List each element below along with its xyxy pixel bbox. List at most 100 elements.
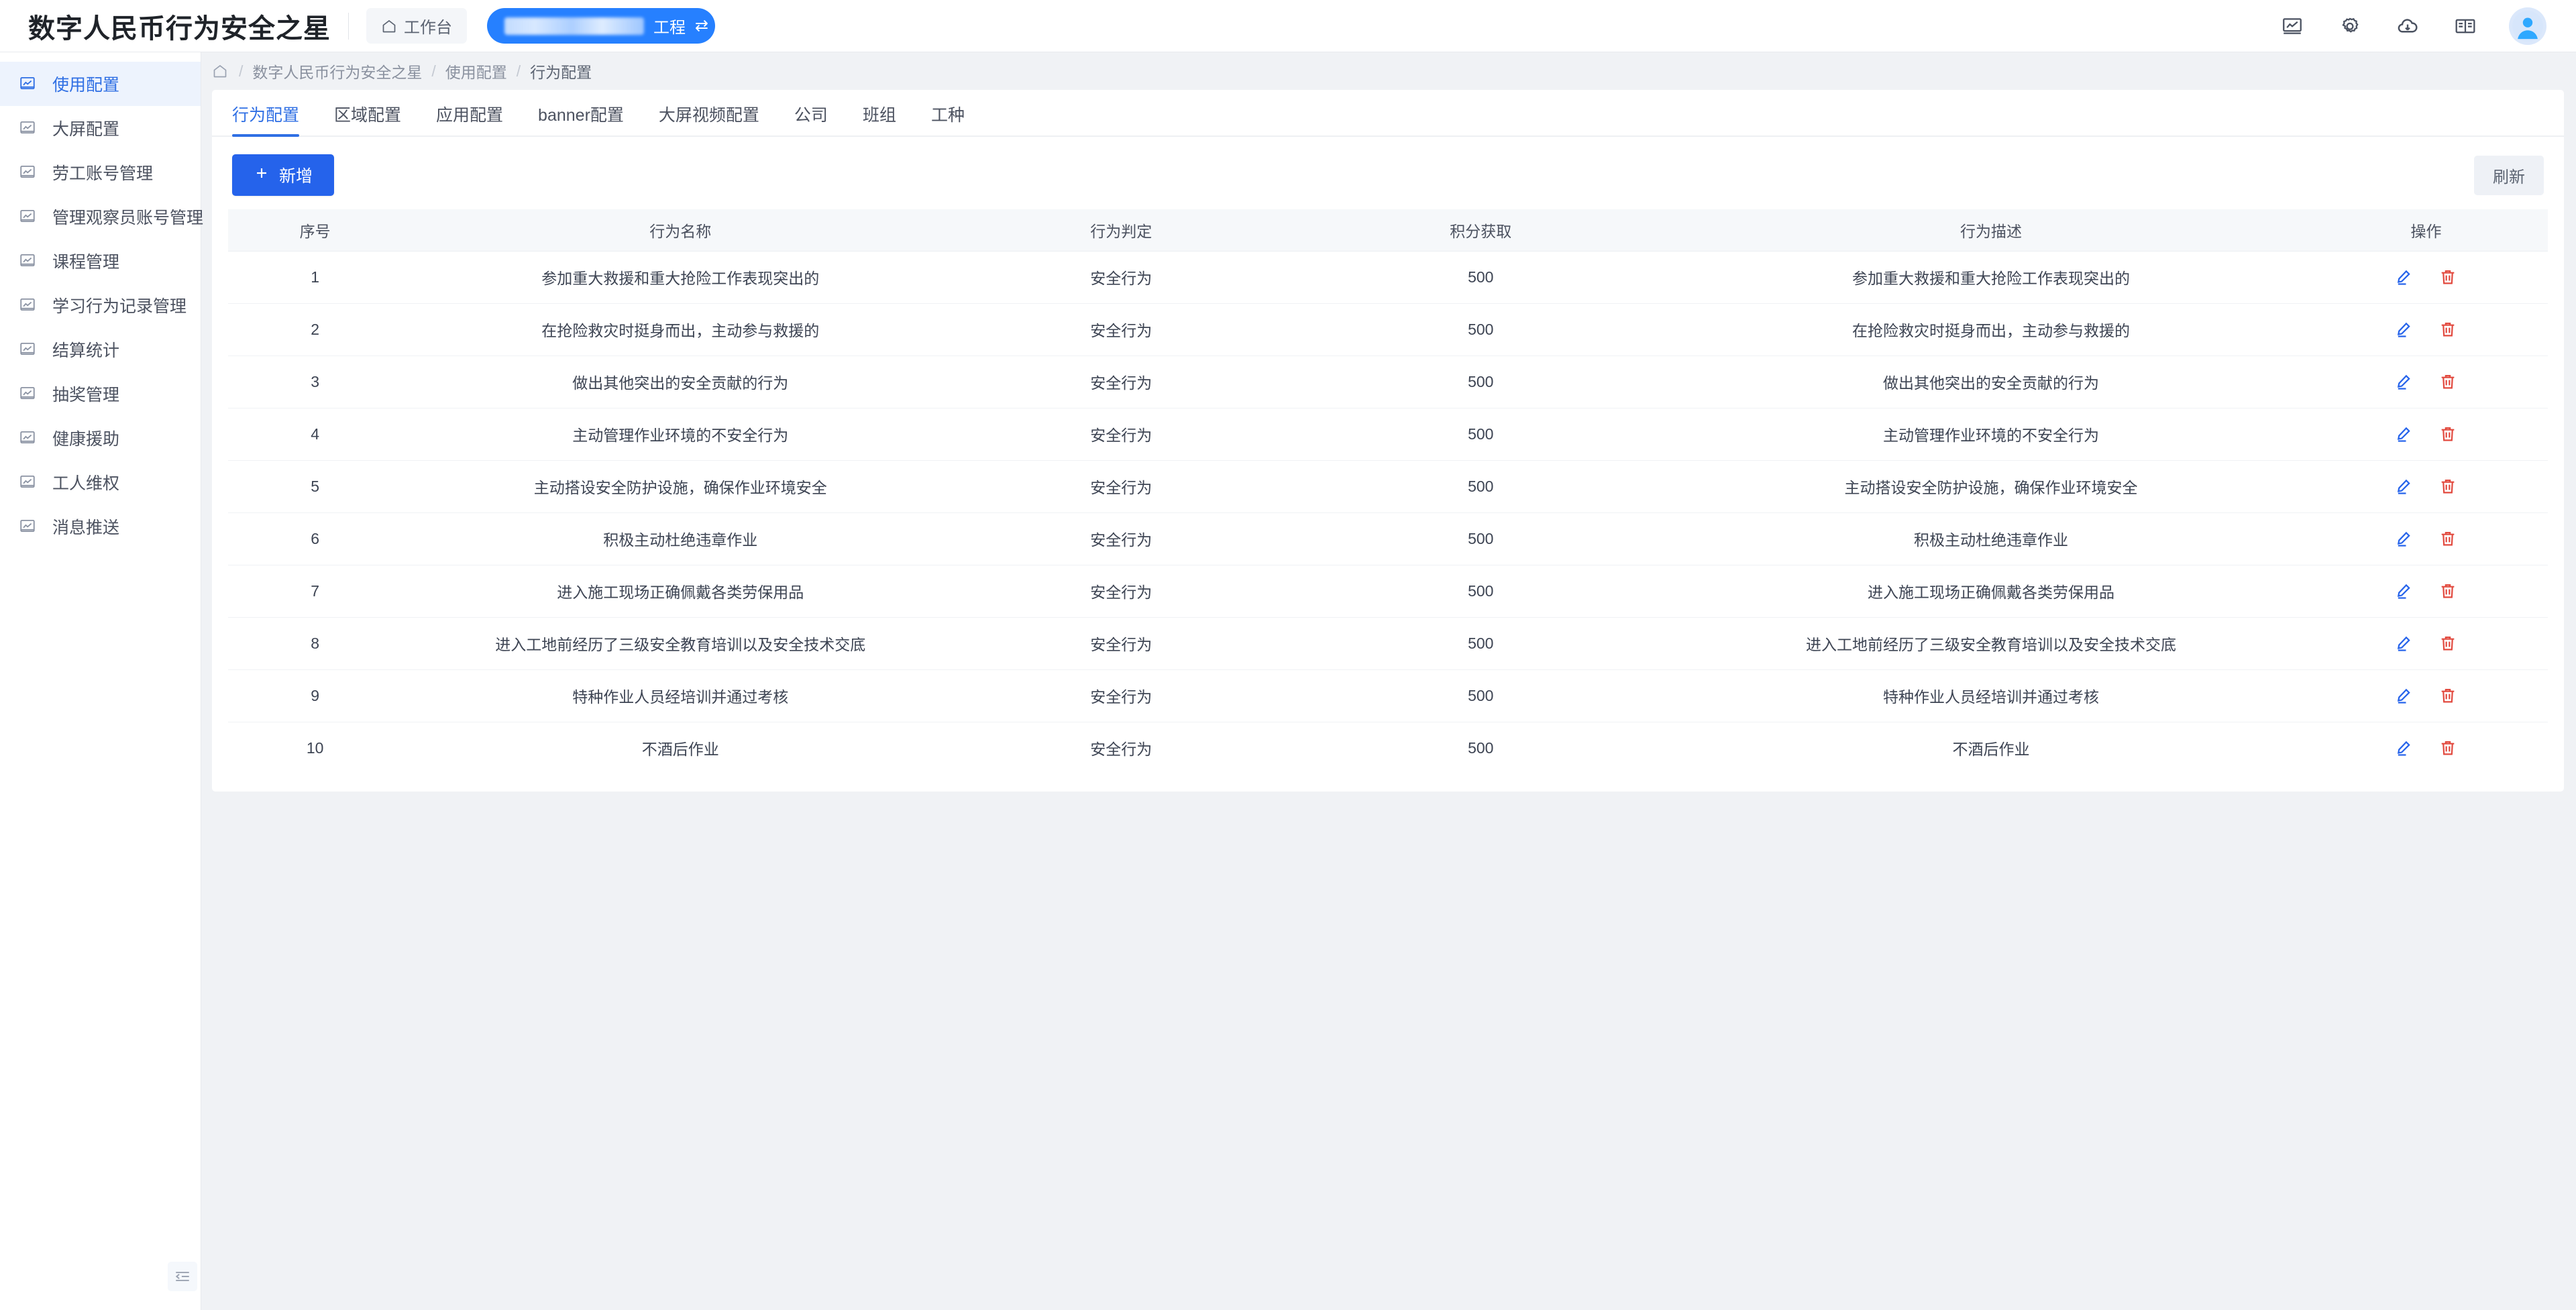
sidebar-item-usage-config[interactable]: 使用配置 bbox=[0, 62, 201, 106]
cell-actions bbox=[2304, 512, 2548, 565]
sidebar-item-label: 工人维权 bbox=[52, 474, 120, 493]
delete-row-button[interactable] bbox=[2437, 633, 2459, 654]
edit-row-button[interactable] bbox=[2393, 580, 2414, 602]
book-icon[interactable] bbox=[2451, 12, 2479, 40]
sidebar-item-label: 结算统计 bbox=[52, 341, 120, 360]
sidebar-item-settlement-stats[interactable]: 结算统计 bbox=[0, 327, 201, 372]
table-row[interactable]: 5 主动搭设安全防护设施，确保作业环境安全 安全行为 500 主动搭设安全防护设… bbox=[228, 460, 2548, 513]
delete-row-button[interactable] bbox=[2437, 266, 2459, 288]
add-button[interactable]: 新增 bbox=[232, 154, 335, 196]
sidebar-item-label: 健康援助 bbox=[52, 430, 120, 449]
sidebar-nav: 使用配置 大屏配置 劳工账号管理 bbox=[0, 52, 204, 1310]
cell-judge: 安全行为 bbox=[959, 617, 1284, 670]
delete-row-button[interactable] bbox=[2437, 528, 2459, 549]
cell-actions bbox=[2304, 408, 2548, 461]
sidebar-item-label: 管理观察员账号管理 bbox=[52, 209, 204, 227]
table-row[interactable]: 7 进入施工现场正确佩戴各类劳保用品 安全行为 500 进入施工现场正确佩戴各类… bbox=[228, 565, 2548, 618]
sidebar-item-worker-rights[interactable]: 工人维权 bbox=[0, 460, 201, 504]
cell-score: 500 bbox=[1283, 408, 1678, 461]
home-icon[interactable] bbox=[212, 62, 229, 80]
table-row[interactable]: 1 参加重大救援和重大抢险工作表现突出的 安全行为 500 参加重大救援和重大抢… bbox=[228, 251, 2548, 304]
cell-desc: 参加重大救援和重大抢险工作表现突出的 bbox=[1678, 251, 2304, 304]
tab-app-config[interactable]: 应用配置 bbox=[436, 106, 504, 125]
table-row[interactable]: 3 做出其他突出的安全贡献的行为 安全行为 500 做出其他突出的安全贡献的行为 bbox=[228, 356, 2548, 408]
sidebar-item-course-management[interactable]: 课程管理 bbox=[0, 239, 201, 283]
cell-actions bbox=[2304, 356, 2548, 408]
table-row[interactable]: 8 进入工地前经历了三级安全教育培训以及安全技术交底 安全行为 500 进入工地… bbox=[228, 617, 2548, 670]
tab-behavior-config[interactable]: 行为配置 bbox=[232, 102, 317, 137]
tab-team[interactable]: 班组 bbox=[862, 106, 896, 125]
sidebar-item-screen-config[interactable]: 大屏配置 bbox=[0, 106, 201, 150]
cell-score: 500 bbox=[1283, 617, 1678, 670]
swap-project-icon[interactable]: ⇄ bbox=[695, 16, 709, 35]
cell-judge: 安全行为 bbox=[959, 356, 1284, 408]
table-row[interactable]: 4 主动管理作业环境的不安全行为 安全行为 500 主动管理作业环境的不安全行为 bbox=[228, 408, 2548, 461]
table-row[interactable]: 10 不酒后作业 安全行为 500 不酒后作业 bbox=[228, 722, 2548, 774]
cell-name: 在抢险救灾时挺身而出，主动参与救援的 bbox=[402, 303, 959, 356]
tab-worktype[interactable]: 工种 bbox=[930, 106, 965, 125]
sidebar-item-label: 消息推送 bbox=[52, 518, 120, 537]
tab-company[interactable]: 公司 bbox=[794, 106, 828, 125]
gear-icon[interactable] bbox=[2336, 12, 2364, 40]
sidebar-item-label: 使用配置 bbox=[52, 76, 120, 95]
cell-name: 积极主动杜绝违章作业 bbox=[402, 512, 959, 565]
edit-row-button[interactable] bbox=[2393, 685, 2414, 706]
delete-row-button[interactable] bbox=[2437, 423, 2459, 445]
cell-judge: 安全行为 bbox=[959, 512, 1284, 565]
cell-name: 做出其他突出的安全贡献的行为 bbox=[402, 356, 959, 408]
cell-judge: 安全行为 bbox=[959, 303, 1284, 356]
plus-icon bbox=[254, 165, 270, 186]
table-row[interactable]: 6 积极主动杜绝违章作业 安全行为 500 积极主动杜绝违章作业 bbox=[228, 512, 2548, 565]
edit-row-button[interactable] bbox=[2393, 266, 2414, 288]
edit-row-button[interactable] bbox=[2393, 371, 2414, 392]
column-header-desc: 行为描述 bbox=[1678, 209, 2304, 252]
project-selector-pill[interactable]: 工程 ⇄ bbox=[487, 8, 715, 44]
breadcrumb-item-root[interactable]: 数字人民币行为安全之星 bbox=[252, 64, 423, 81]
refresh-button[interactable]: 刷新 bbox=[2474, 155, 2544, 195]
sidebar-item-label: 学习行为记录管理 bbox=[52, 297, 187, 316]
edit-row-button[interactable] bbox=[2393, 528, 2414, 549]
edit-row-button[interactable] bbox=[2393, 319, 2414, 340]
list-icon bbox=[19, 473, 38, 492]
cell-index: 2 bbox=[228, 303, 402, 356]
edit-row-button[interactable] bbox=[2393, 423, 2414, 445]
column-header-score: 积分获取 bbox=[1283, 209, 1678, 252]
list-icon bbox=[19, 252, 38, 270]
sidebar-item-learning-records[interactable]: 学习行为记录管理 bbox=[0, 283, 201, 327]
tab-area-config[interactable]: 区域配置 bbox=[334, 106, 402, 125]
collapse-sidebar-icon[interactable] bbox=[168, 1262, 197, 1291]
edit-row-button[interactable] bbox=[2393, 476, 2414, 497]
sidebar-item-health-assistance[interactable]: 健康援助 bbox=[0, 416, 201, 460]
cell-name: 主动搭设安全防护设施，确保作业环境安全 bbox=[402, 460, 959, 513]
breadcrumb-item-usage-config[interactable]: 使用配置 bbox=[445, 64, 507, 81]
delete-row-button[interactable] bbox=[2437, 476, 2459, 497]
cell-desc: 做出其他突出的安全贡献的行为 bbox=[1678, 356, 2304, 408]
table-row[interactable]: 9 特种作业人员经培训并通过考核 安全行为 500 特种作业人员经培训并通过考核 bbox=[228, 669, 2548, 722]
tab-screen-video-config[interactable]: 大屏视频配置 bbox=[658, 106, 759, 125]
table-header: 序号 行为名称 行为判定 积分获取 行为描述 操作 bbox=[228, 209, 2548, 252]
delete-row-button[interactable] bbox=[2437, 685, 2459, 706]
delete-row-button[interactable] bbox=[2437, 319, 2459, 340]
list-icon bbox=[19, 517, 38, 536]
cell-desc: 特种作业人员经培训并通过考核 bbox=[1678, 669, 2304, 722]
workbench-button[interactable]: 工作台 bbox=[366, 8, 467, 44]
cell-index: 8 bbox=[228, 617, 402, 670]
header-icon-group bbox=[2278, 7, 2556, 45]
monitor-chart-icon[interactable] bbox=[2278, 12, 2306, 40]
avatar[interactable] bbox=[2509, 7, 2546, 45]
delete-row-button[interactable] bbox=[2437, 580, 2459, 602]
sidebar-item-labor-account[interactable]: 劳工账号管理 bbox=[0, 150, 201, 195]
delete-row-button[interactable] bbox=[2437, 737, 2459, 759]
table-row[interactable]: 2 在抢险救灾时挺身而出，主动参与救援的 安全行为 500 在抢险救灾时挺身而出… bbox=[228, 303, 2548, 356]
edit-row-button[interactable] bbox=[2393, 737, 2414, 759]
cloud-download-icon[interactable] bbox=[2394, 12, 2422, 40]
edit-row-button[interactable] bbox=[2393, 633, 2414, 654]
sidebar-item-label: 课程管理 bbox=[52, 253, 120, 272]
sidebar-item-observer-account[interactable]: 管理观察员账号管理 bbox=[0, 195, 204, 239]
tab-banner-config[interactable]: banner配置 bbox=[538, 106, 624, 125]
sidebar-item-message-push[interactable]: 消息推送 bbox=[0, 504, 201, 549]
cell-score: 500 bbox=[1468, 739, 1494, 757]
cell-index: 9 bbox=[228, 669, 402, 722]
delete-row-button[interactable] bbox=[2437, 371, 2459, 392]
sidebar-item-lottery-management[interactable]: 抽奖管理 bbox=[0, 372, 201, 416]
